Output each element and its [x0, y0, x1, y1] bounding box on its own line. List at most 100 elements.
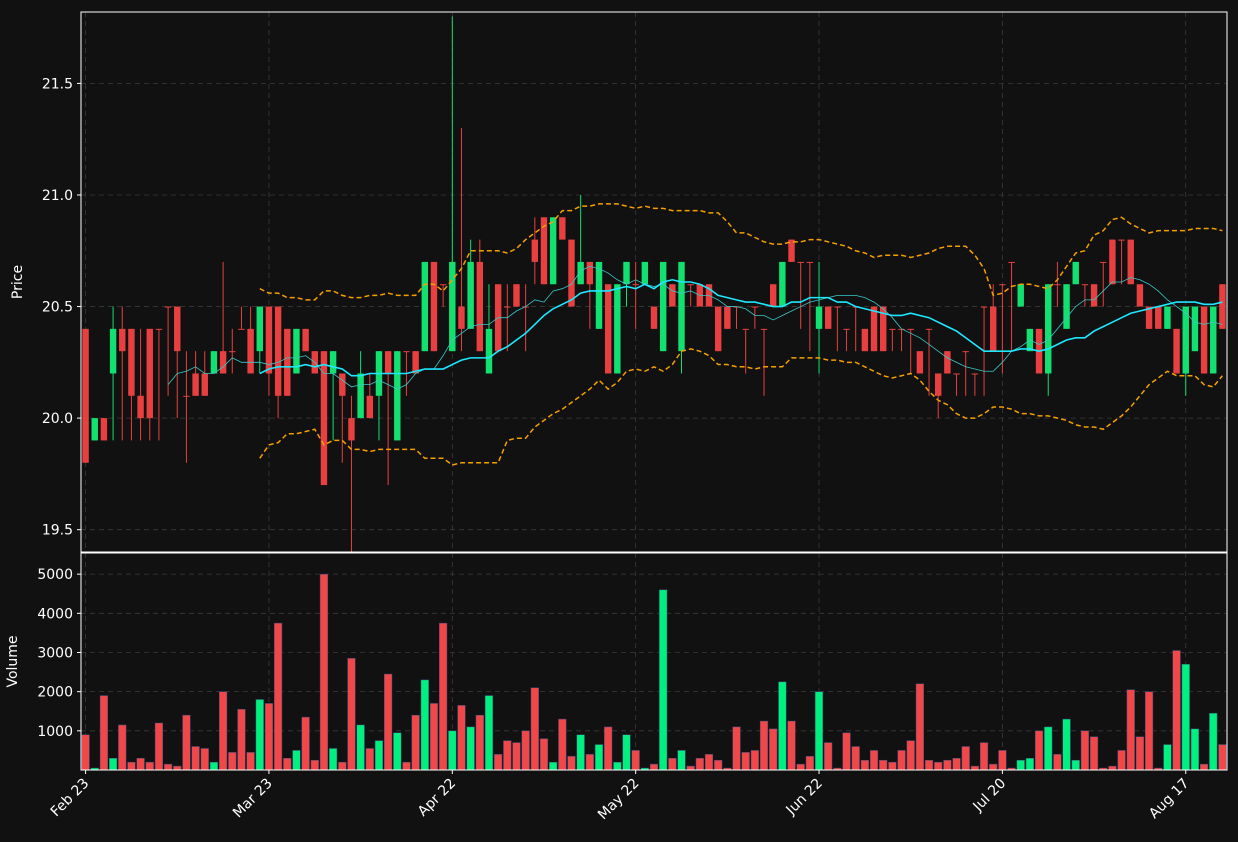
volume-bar — [182, 714, 191, 771]
candle-body — [219, 351, 227, 374]
volume-bar — [1209, 712, 1218, 771]
volume-bar — [448, 730, 457, 771]
volume-bar — [512, 742, 521, 771]
volume-bar — [915, 683, 924, 771]
volume-bar — [668, 757, 677, 771]
candle-body — [1081, 284, 1089, 286]
candle-body — [82, 328, 89, 463]
candle-body — [834, 306, 841, 308]
volume-bar — [1190, 728, 1200, 771]
candle-body — [980, 306, 988, 308]
volume-bar — [228, 752, 237, 771]
volume-bar — [576, 734, 585, 771]
candle-body — [659, 261, 667, 352]
candle-body — [604, 284, 612, 374]
volume-bar — [1181, 663, 1190, 771]
candle-body — [357, 373, 364, 419]
candle-body — [549, 217, 557, 285]
volume-bar — [613, 761, 622, 771]
volume-bar — [237, 709, 246, 771]
volume-bar — [1199, 763, 1209, 771]
candle-body — [1045, 284, 1052, 374]
candle-body — [925, 328, 933, 330]
candle-body — [531, 239, 539, 262]
volume-bar — [1144, 691, 1154, 771]
candle-body — [733, 306, 740, 308]
candle-body — [714, 306, 722, 352]
volume-bar — [457, 705, 466, 771]
volume-bar — [1089, 736, 1099, 771]
candle-body — [1182, 306, 1189, 374]
volume-bar — [484, 695, 494, 771]
y-tick-label: 5000 — [37, 567, 73, 583]
candle-body — [146, 328, 153, 419]
candle-body — [1118, 239, 1125, 241]
volume-bar — [759, 720, 769, 771]
volume-bar — [81, 734, 90, 771]
candle-body — [366, 395, 374, 419]
candle-body — [907, 328, 914, 330]
candle-body — [916, 351, 924, 374]
candle-body — [137, 395, 144, 419]
candle-body — [990, 306, 997, 352]
candle-body — [522, 306, 529, 308]
volume-bar — [631, 750, 640, 771]
volume-bar — [741, 752, 750, 771]
volume-bar — [869, 750, 879, 771]
volume-bar — [805, 756, 814, 771]
volume-bar — [521, 730, 530, 771]
candle-body — [843, 328, 850, 330]
candle-body — [403, 351, 410, 353]
volume-bar — [173, 765, 182, 771]
candle-body — [1191, 306, 1199, 352]
volume-bar — [439, 622, 448, 771]
y-tick-label: 4000 — [37, 606, 73, 622]
volume-bar — [475, 714, 484, 771]
volume-bar — [567, 756, 576, 771]
candle-body — [192, 373, 199, 396]
volume-bar — [530, 687, 539, 771]
volume-bar — [649, 763, 659, 771]
volume-bar — [750, 750, 759, 771]
plot-frame — [80, 552, 1228, 771]
candle-body — [934, 373, 942, 396]
candle-body — [238, 328, 245, 330]
candle-body — [128, 328, 135, 396]
volume-bar — [420, 679, 429, 771]
candle-body — [1155, 306, 1162, 329]
volume-bar — [145, 761, 154, 771]
candle-body — [1100, 261, 1107, 263]
volume-bar — [1062, 718, 1071, 771]
candle-body — [210, 351, 218, 374]
volume-bar — [879, 759, 888, 771]
candle-body — [430, 261, 438, 352]
candle-body — [1127, 239, 1134, 285]
volume-bar — [952, 757, 961, 771]
volume-bar — [704, 754, 714, 771]
volume-bar — [365, 748, 374, 771]
volume-bar — [99, 695, 109, 771]
volume-bar — [549, 761, 558, 771]
candle-body — [898, 328, 905, 330]
volume-bar — [466, 726, 475, 771]
volume-bar — [1108, 765, 1117, 771]
candle-body — [815, 306, 823, 329]
candle-body — [1008, 261, 1015, 263]
candle-body — [348, 418, 355, 441]
candle-body — [1173, 328, 1180, 374]
y-tick-label: 1000 — [37, 724, 73, 740]
volume-bar — [255, 699, 264, 771]
candle-body — [320, 351, 328, 486]
candle-body — [559, 217, 566, 240]
candle-body — [302, 328, 309, 352]
candle-body — [201, 373, 208, 396]
candle-body — [155, 328, 163, 330]
candle-body — [806, 261, 814, 263]
candle-body — [1017, 284, 1024, 307]
candle-body — [614, 284, 621, 374]
volume-bar — [934, 761, 943, 771]
candle-body — [421, 261, 429, 352]
candle-body — [1136, 284, 1144, 307]
volume-bar — [264, 703, 274, 771]
